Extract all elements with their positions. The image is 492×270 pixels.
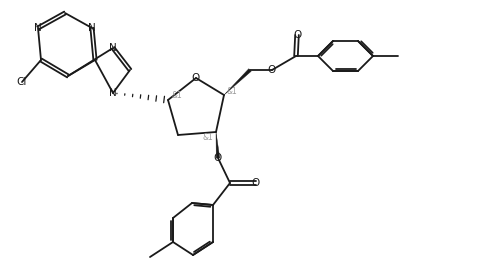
Polygon shape xyxy=(224,69,251,95)
Text: O: O xyxy=(214,153,222,163)
Text: N: N xyxy=(109,88,117,98)
Text: N: N xyxy=(34,23,42,33)
Text: O: O xyxy=(268,65,276,75)
Text: O: O xyxy=(192,73,200,83)
Text: N: N xyxy=(88,23,96,33)
Text: &1: &1 xyxy=(172,90,183,100)
Text: Cl: Cl xyxy=(17,77,27,87)
Text: O: O xyxy=(293,30,301,40)
Text: &1: &1 xyxy=(203,133,214,143)
Text: N: N xyxy=(109,43,117,53)
Text: O: O xyxy=(252,178,260,188)
Polygon shape xyxy=(216,132,220,158)
Text: &1: &1 xyxy=(227,86,237,96)
